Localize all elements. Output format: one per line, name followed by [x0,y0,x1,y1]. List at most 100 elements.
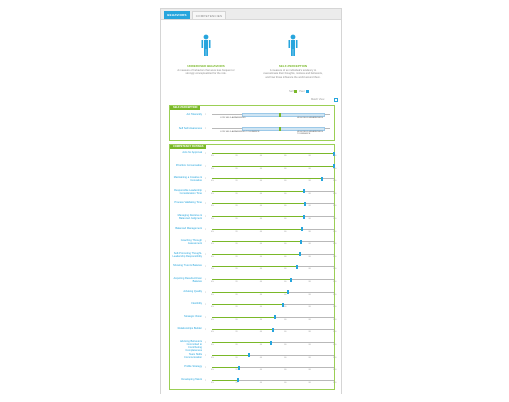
info-icon[interactable]: i [205,366,206,370]
info-icon[interactable]: i [205,227,206,231]
competency-label: Balanced Management [175,226,202,230]
scale-tick-label: 40 [259,268,263,271]
expand-icon[interactable] [334,98,338,102]
competency-fill [212,241,302,243]
competency-fill [212,253,300,255]
info-icon[interactable]: i [205,278,206,281]
scale-tick-label: 60 [284,356,287,359]
scale-tick-label: 0% [211,281,214,283]
competency-label: Self-Promoting Thought-Leadership Respon… [172,251,202,258]
competency-marker [281,302,284,307]
competency-label: Acquiring Results-Driven Balance [173,277,202,283]
scale-tick-label: 60 [284,268,287,271]
info-icon[interactable]: i [205,152,206,155]
scale-tick-label: 60 [284,155,287,157]
scale-tick-label: 100 [333,356,337,359]
scale-tick-label: 40 [259,369,263,372]
report-panel: Behaviors Competencies Underused Behavio… [160,8,342,394]
info-icon[interactable]: i [205,240,206,244]
scale-tick-label: 40 [259,243,263,246]
scale-tick-label: 80 [308,268,311,271]
person-icon [288,34,298,56]
competency-marker [320,176,323,181]
scale-tick-label: 80 [308,293,311,296]
competency-label: Prioritize Conversation [175,163,202,167]
scale-tick-label: 60 [284,281,287,283]
competency-marker [236,378,239,383]
info-icon[interactable]: i [205,164,206,168]
competency-label: Managing Decisive & Balanced Judgment [177,214,202,220]
scale-tick-label: 100 [333,344,337,346]
scale-tick-label: 60 [284,230,287,233]
info-icon[interactable]: i [205,353,206,357]
tab-behaviors[interactable]: Behaviors [164,11,190,19]
scale-tick-label: 100 [333,381,337,384]
scale-tick-label: 40 [259,281,263,283]
competency-fill [212,228,303,230]
report-body: Underused Behaviors A measure of behavio… [161,20,341,394]
scale-tick-label: 100 [333,369,337,372]
match-view-toggle[interactable]: Match View [311,98,324,101]
scale-high-label: High Self-Awareness [297,117,324,119]
scale-tick-label: 60 [284,344,287,346]
competency-marker [301,227,304,232]
info-icon[interactable]: i [205,202,206,206]
scale-tick-label: 20 [235,293,238,296]
info-icon[interactable]: i [205,290,206,294]
info-icon[interactable]: i [205,113,206,116]
scale-tick-label: 0% [211,243,214,246]
figure-title-self-perception: Self-Perception [278,64,308,68]
competency-label: Flexibility [191,302,202,306]
scale-tick-label: 100 [333,167,337,170]
scale-tick-label: 40 [259,155,263,157]
scale-tick-label: 60 [284,331,287,334]
scale-tick-label: 40 [259,205,263,208]
competency-fill [212,367,239,369]
legend-peer-swatch [305,90,309,93]
scale-tick-label: 20 [235,205,238,208]
scale-tick-label: 20 [235,155,238,157]
competency-fill [212,291,288,293]
competency-fill [212,304,283,306]
tab-competencies[interactable]: Competencies [192,11,226,19]
scale-tick-label: 20 [235,369,238,372]
scale-tick-label: 80 [308,369,311,372]
scale-tick-label: 80 [308,344,311,346]
competency-fill [212,316,276,318]
scale-tick-label: 100 [333,255,337,258]
info-icon[interactable]: i [205,328,206,332]
scale-tick-label: 0% [211,306,214,309]
info-icon[interactable]: i [205,341,206,344]
info-icon[interactable]: i [205,265,206,269]
competency-label: Acts for Approval [182,151,202,154]
info-icon[interactable]: i [205,189,206,193]
scale-tick-label: 20 [235,218,238,220]
scale-tick-label: 40 [259,255,263,258]
scale-tick-label: 40 [259,293,263,296]
competency-marker [290,277,293,282]
competency-fill [212,278,292,281]
competency-marker [269,340,272,345]
info-icon[interactable]: i [205,303,206,307]
competency-fill [212,215,304,218]
info-icon[interactable]: i [205,215,206,218]
scale-tick-label: 40 [259,381,263,384]
info-icon[interactable]: i [205,177,206,181]
competency-fill [212,354,249,356]
info-icon[interactable]: i [205,252,206,256]
scale-tick-label: 40 [259,180,263,183]
competency-marker [274,315,277,320]
scale-tick-label: 100 [333,306,337,309]
competency-label: Advising Behaviors Committed to Contribu… [179,340,202,352]
scale-tick-label: 60 [284,293,287,296]
perception-range [241,126,326,131]
info-icon[interactable]: i [205,315,206,319]
info-icon[interactable]: i [205,378,206,382]
figure-title-underused: Underused Behaviors [187,64,225,68]
competency-label: Showing Trust & Balance [173,264,202,268]
competency-label: Responsible Leadership Consideration Tim… [174,188,202,195]
competency-marker [296,264,299,269]
info-icon[interactable]: i [205,127,206,130]
perception-marker [279,126,282,131]
competency-marker [300,239,303,244]
